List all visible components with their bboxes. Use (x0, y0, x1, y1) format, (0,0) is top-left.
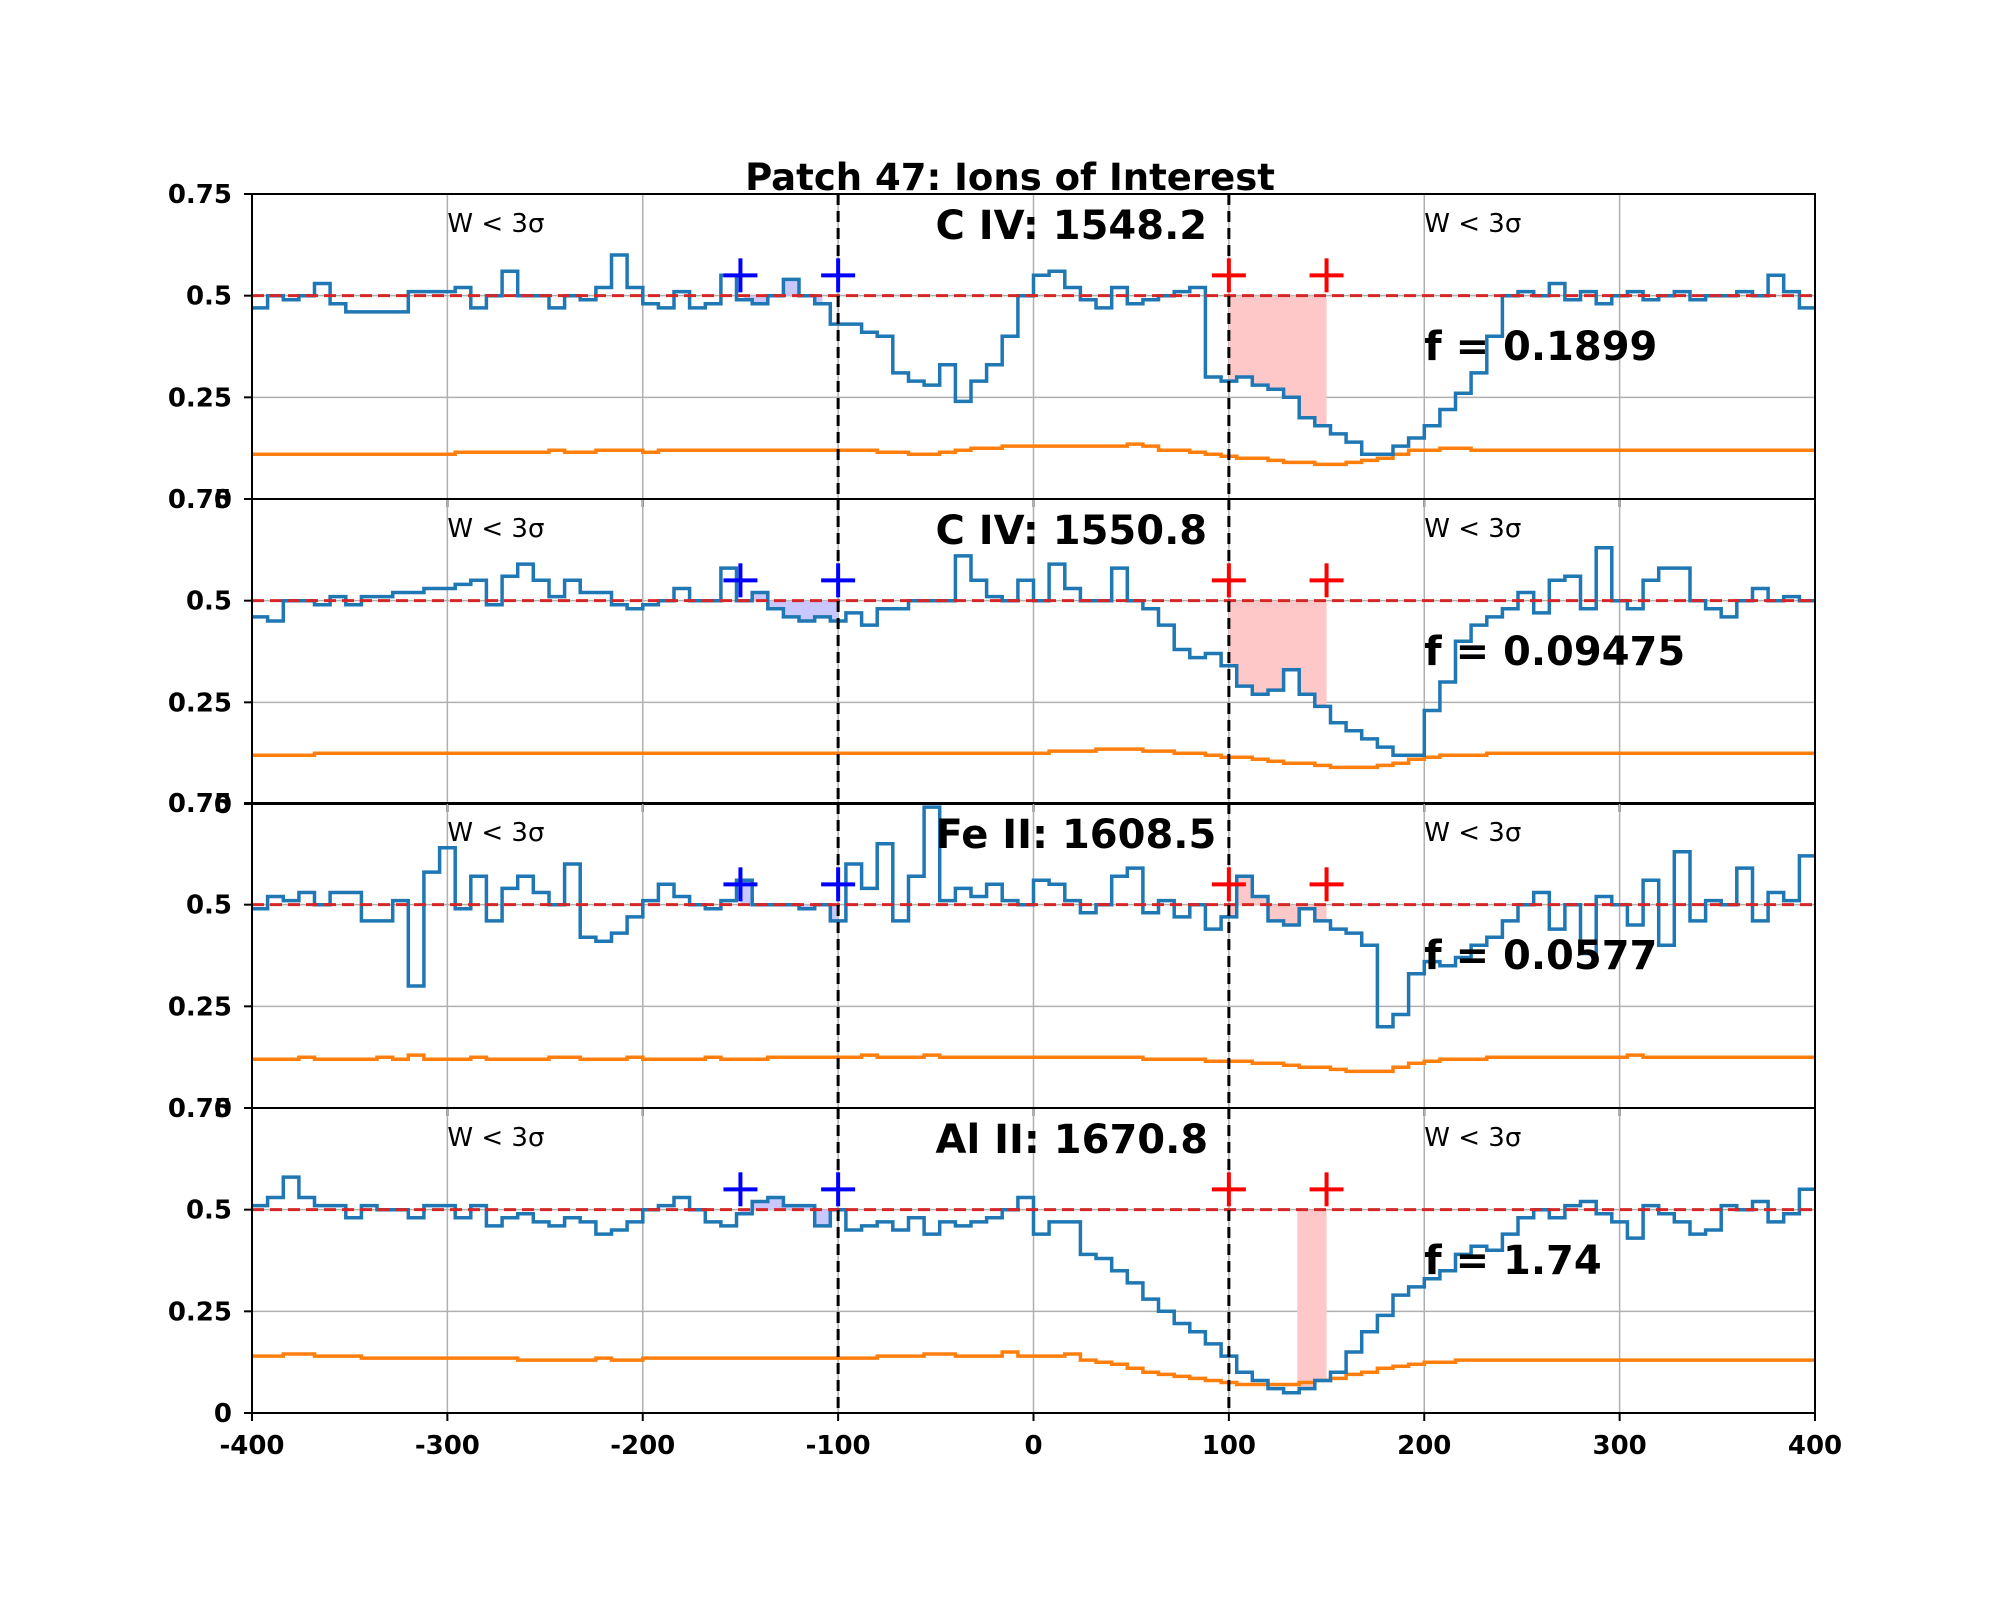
flux-spectrum (252, 546, 1815, 757)
x-tick-label: 100 (1202, 1431, 1256, 1461)
f-value-label: f = 0.0577 (1424, 933, 1657, 979)
f-value-label: f = 1.74 (1424, 1238, 1601, 1284)
ion-label: C IV: 1548.2 (936, 203, 1208, 249)
panel-2: C IV: 1550.8 f = 0.09475 W < 3σ W < 3σ 0 0.25… (168, 485, 1816, 820)
y-tick-label: 0.75 (168, 1094, 232, 1124)
chart-panels: C IV: 1548.2 f = 0.1899 W < 3σ W < 3σ 0 0.25 0… (168, 180, 1842, 1461)
y-tick-label: 0 (214, 485, 232, 515)
x-tick-label: -200 (610, 1431, 675, 1461)
error-spectrum (252, 442, 1815, 467)
chart-title: Patch 47: Ions of Interest (745, 156, 1275, 199)
flux-spectrum (252, 1175, 1815, 1395)
y-tick-label: 0.5 (186, 282, 232, 312)
w-limit-label: W < 3σ (447, 514, 544, 544)
y-tick-label: 0 (214, 1094, 232, 1124)
x-tick-label: -300 (415, 1431, 480, 1461)
w-limit-label: W < 3σ (1424, 1123, 1521, 1153)
x-tick-label: 300 (1592, 1431, 1646, 1461)
w-limit-label: W < 3σ (447, 209, 544, 239)
x-tick-label: -100 (806, 1431, 871, 1461)
y-tick-label: 0 (214, 1399, 232, 1429)
flux-spectrum (252, 253, 1815, 457)
y-tick-label: 0.75 (168, 789, 232, 819)
red-shaded-region (1228, 600, 1327, 707)
blue-shaded-region (740, 880, 839, 921)
error-spectrum (252, 1350, 1815, 1387)
red-shaded-region (1228, 295, 1327, 426)
f-value-label: f = 0.09475 (1424, 629, 1685, 675)
panel-3: Fe II: 1608.5 f = 0.0577 W < 3σ W < 3σ 0 0.25… (168, 789, 1816, 1124)
error-spectrum (252, 1053, 1815, 1074)
w-limit-label: W < 3σ (1424, 209, 1521, 239)
ion-label: C IV: 1550.8 (936, 508, 1208, 554)
f-value-label: f = 0.1899 (1424, 324, 1657, 370)
w-limit-label: W < 3σ (447, 818, 544, 848)
blue-shaded-region (740, 1197, 839, 1226)
y-tick-label: 0.5 (186, 1196, 232, 1226)
y-tick-label: 0 (214, 790, 232, 820)
ion-label: Al II: 1670.8 (936, 1117, 1209, 1163)
error-spectrum (252, 747, 1815, 770)
w-limit-label: W < 3σ (447, 1123, 544, 1153)
y-tick-label: 0.25 (168, 992, 232, 1022)
y-tick-label: 0.5 (186, 587, 232, 617)
panel-1: C IV: 1548.2 f = 0.1899 W < 3σ W < 3σ 0 0.25 0… (168, 180, 1816, 515)
panel-4: Al II: 1670.8 f = 1.74 W < 3σ W < 3σ 0 0.25 0.… (168, 1094, 1816, 1429)
flux-spectrum (252, 805, 1815, 1029)
w-limit-label: W < 3σ (1424, 818, 1521, 848)
y-tick-label: 0.75 (168, 180, 232, 210)
y-tick-label: 0.25 (168, 1297, 232, 1327)
x-tick-label: -400 (219, 1431, 284, 1461)
x-tick-label: 0 (1024, 1431, 1042, 1461)
y-tick-label: 0.75 (168, 485, 232, 515)
y-tick-label: 0.25 (168, 383, 232, 413)
w-limit-label: W < 3σ (1424, 514, 1521, 544)
y-tick-label: 0.25 (168, 688, 232, 718)
x-tick-label: 400 (1788, 1431, 1842, 1461)
red-shaded-region (1297, 1209, 1327, 1393)
ion-label: Fe II: 1608.5 (936, 812, 1217, 858)
y-tick-label: 0.5 (186, 891, 232, 921)
x-tick-label: 200 (1397, 1431, 1451, 1461)
